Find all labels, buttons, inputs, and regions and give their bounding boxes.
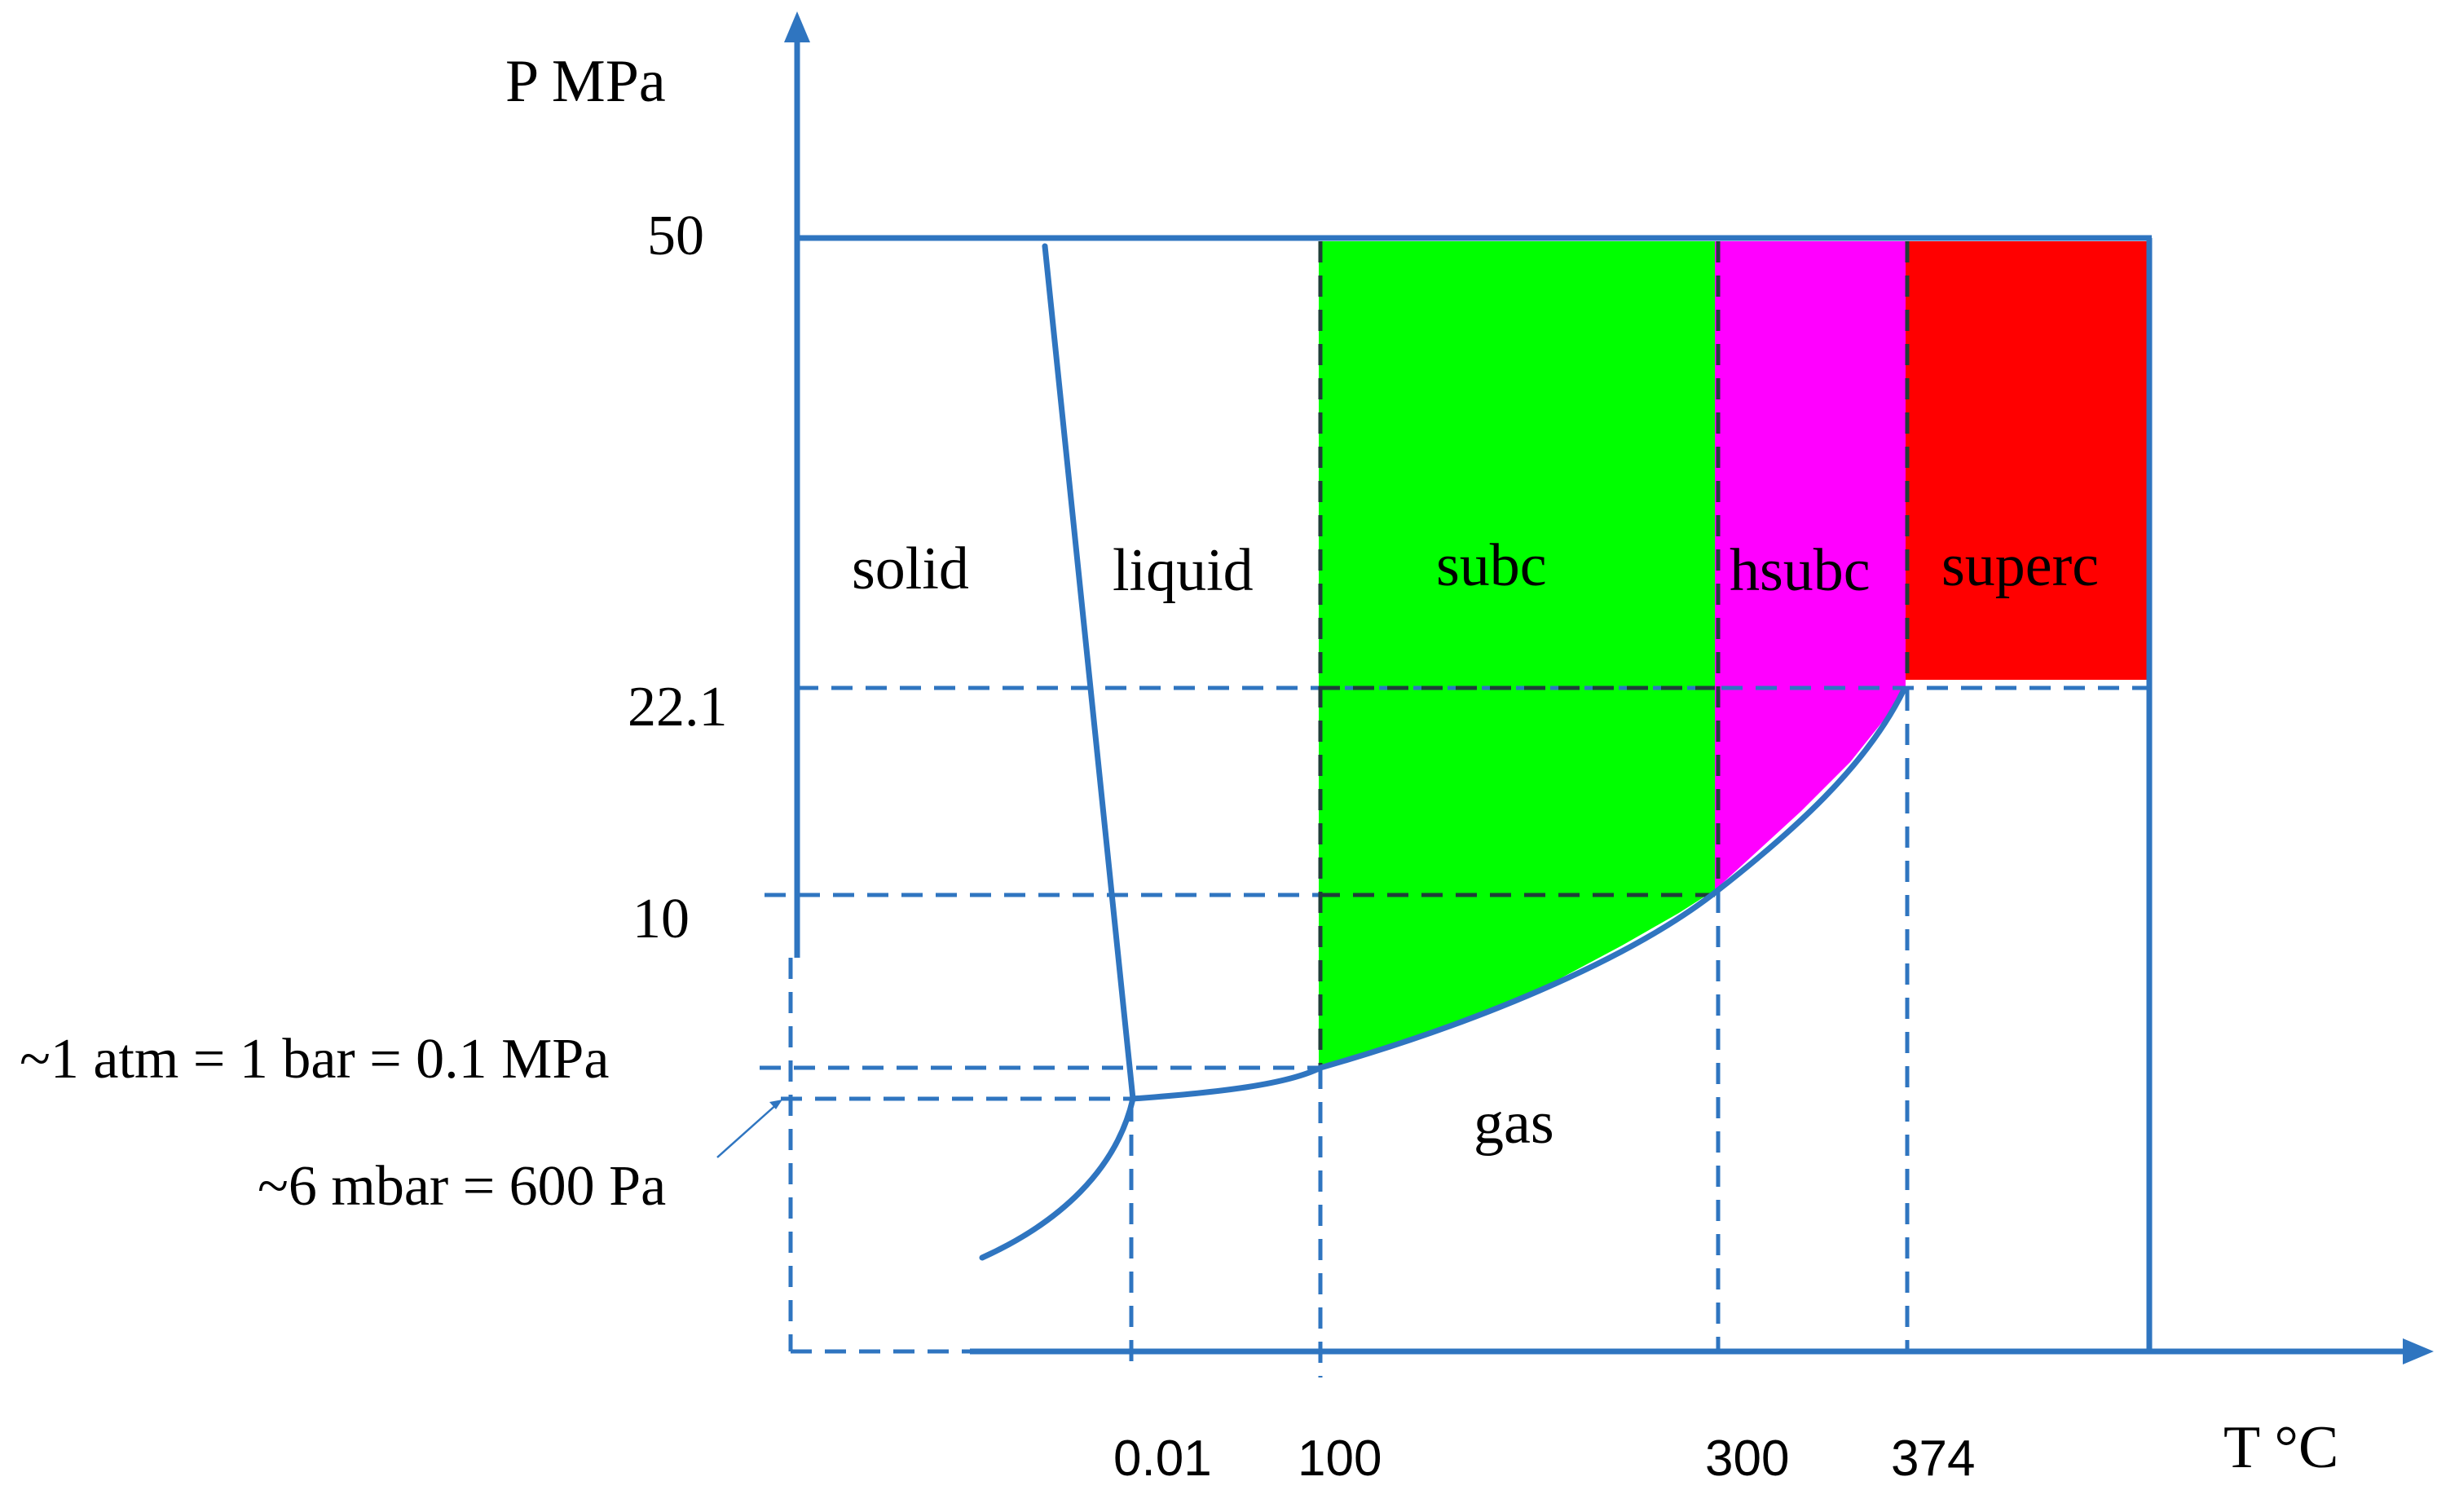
region-label-hsubc: hsubc xyxy=(1730,537,1871,604)
tick-label-t100: 100 xyxy=(1298,1430,1382,1487)
melting-curve xyxy=(1042,243,1136,1102)
tick-label-t001: 0.01 xyxy=(1113,1430,1212,1487)
triple-point-pointer-arrowhead xyxy=(769,1100,782,1109)
y-axis-label: P MPa xyxy=(505,48,666,115)
x-axis-label: T °C xyxy=(2223,1414,2338,1481)
region-supercritical-fill xyxy=(1906,241,2147,680)
region-label-gas: gas xyxy=(1474,1090,1554,1157)
region-label-subc: subc xyxy=(1436,532,1547,599)
tick-label-atm: ~1 atm = 1 bar = 0.1 MPa xyxy=(20,1028,609,1091)
region-high-subcritical-fill xyxy=(1715,241,1906,890)
region-label-liquid: liquid xyxy=(1113,537,1254,604)
tick-label-p22: 22.1 xyxy=(628,676,728,738)
tick-label-p50: 50 xyxy=(647,205,704,267)
vaporization-curve xyxy=(1130,686,1907,1102)
triple-point-pointer xyxy=(716,1102,779,1158)
tick-label-t374: 374 xyxy=(1891,1430,1975,1487)
tick-label-t300: 300 xyxy=(1705,1430,1789,1487)
y-axis-arrowhead xyxy=(784,11,810,42)
tick-label-p10: 10 xyxy=(632,888,690,950)
region-label-solid: solid xyxy=(852,536,969,602)
sublimation-curve xyxy=(979,1095,1136,1261)
x-axis-arrowhead xyxy=(2403,1338,2434,1364)
tick-label-triple: ~6 mbar = 600 Pa xyxy=(258,1155,666,1218)
region-subcritical-fill xyxy=(1319,241,1715,1067)
region-label-superc: superc xyxy=(1941,532,2099,599)
